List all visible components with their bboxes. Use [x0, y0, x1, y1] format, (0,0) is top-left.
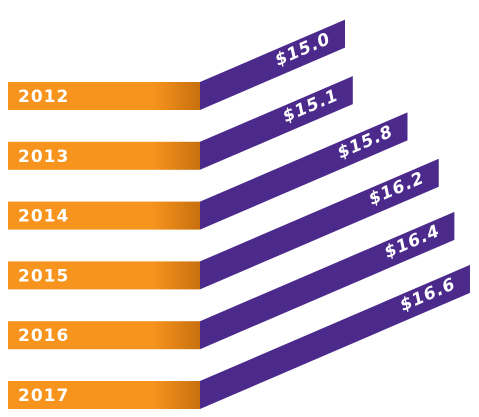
year-band: [8, 381, 200, 409]
category-label: 2017: [18, 386, 69, 406]
bar: [200, 76, 353, 170]
category-label: 2016: [18, 326, 69, 346]
year-band: [8, 141, 200, 170]
bar: [200, 158, 439, 290]
bar: [200, 211, 455, 350]
category-label: 2015: [18, 266, 69, 286]
category-label: 2014: [18, 207, 69, 227]
year-band: [8, 321, 200, 350]
year-band: [8, 261, 200, 290]
category-label: 2013: [18, 147, 69, 167]
bar: [200, 264, 470, 409]
year-band: [8, 82, 200, 110]
year-band: [8, 201, 200, 230]
bar: [200, 112, 408, 230]
category-label: 2012: [18, 87, 69, 107]
bar: [200, 19, 345, 110]
